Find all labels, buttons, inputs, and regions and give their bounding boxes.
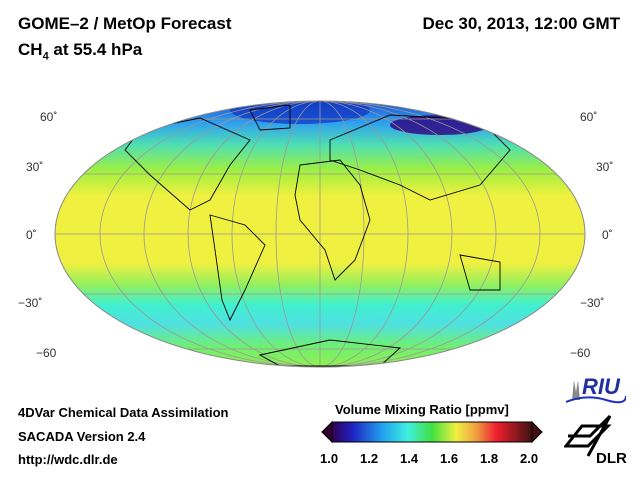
lat-label-60-left: 60˚ (40, 110, 58, 124)
lat-label-m60-left: −60 (36, 346, 57, 360)
dlr-emblem-icon (564, 414, 612, 457)
coastlines (124, 104, 511, 367)
footer-line2: SACADA Version 2.4 (18, 429, 146, 444)
footer-line1: 4DVar Chemical Data Assimilation (18, 405, 229, 420)
lat-label-0-right: 0˚ (602, 228, 613, 242)
map-border (54, 100, 586, 368)
lat-label-m30-right: −30˚ (580, 296, 605, 310)
colorbar-tick: 1.2 (360, 451, 379, 466)
colorbar-tick: 1.0 (320, 451, 339, 466)
dlr-logo: DLR (564, 412, 630, 472)
subtitle: CH4 at 55.4 hPa (18, 40, 142, 62)
lat-label-30-left: 30˚ (26, 160, 44, 174)
dlr-text: DLR (596, 450, 627, 467)
footer-url[interactable]: http://wdc.dlr.de (18, 452, 118, 467)
lat-label-m30-left: −30˚ (18, 296, 43, 310)
species-subscript: 4 (42, 50, 49, 63)
graticule (55, 101, 585, 367)
riu-logo: RIU (566, 374, 626, 404)
colorbar-tick: 1.8 (480, 451, 499, 466)
title: GOME–2 / MetOp Forecast (18, 14, 232, 33)
pressure-level: at 55.4 hPa (48, 40, 143, 59)
lat-label-60-right: 60˚ (580, 110, 598, 124)
riu-text: RIU (582, 374, 620, 399)
lat-label-30-right: 30˚ (596, 160, 614, 174)
lat-label-m60-right: −60 (570, 346, 591, 360)
colorbar-tick: 2.0 (520, 451, 539, 466)
colorbar-tick: 1.4 (400, 451, 419, 466)
lat-label-0-left: 0˚ (26, 228, 37, 242)
colorbar (321, 420, 543, 444)
colorbar-title: Volume Mixing Ratio [ppmv] (335, 402, 509, 417)
date-label: Dec 30, 2013, 12:00 GMT (422, 14, 620, 33)
species: CH (18, 40, 43, 59)
colorbar-tick: 1.6 (440, 451, 459, 466)
